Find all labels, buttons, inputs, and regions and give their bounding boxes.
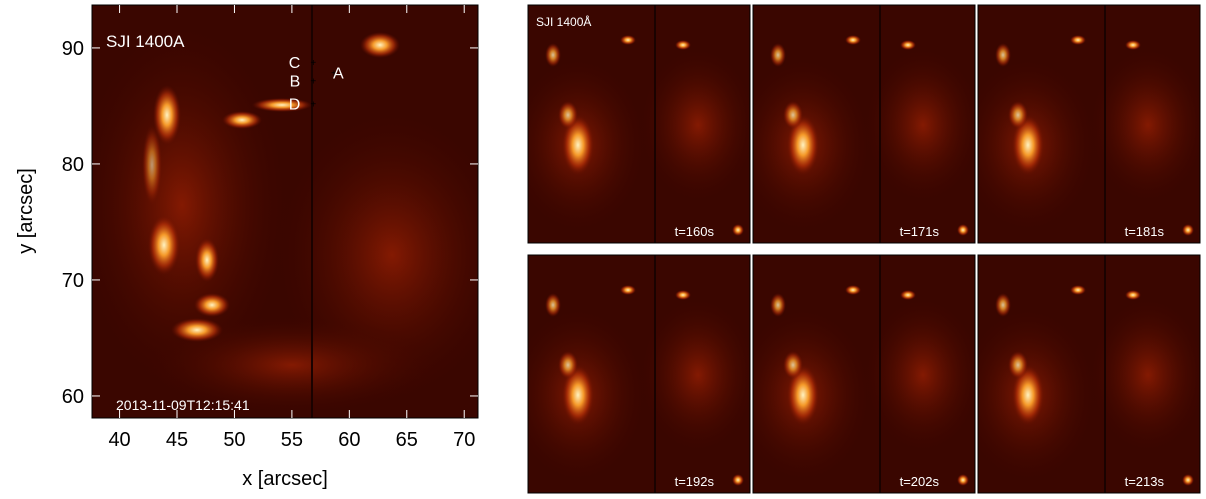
frame-time: t=213s [1125,474,1165,489]
frame-image [508,5,758,243]
figure: SJI 1400A 2013-11-09T12:15:41 x [arcsec]… [0,0,1206,494]
y-tick-label: 90 [62,38,84,60]
x-tick-label: 55 [281,429,303,451]
y-axis-label: y [arcsec] [15,168,37,254]
frame-time: t=171s [900,224,940,239]
y-tick-label: 60 [62,386,84,408]
x-tick-label: 70 [453,429,475,451]
frame-time: t=181s [1125,224,1165,239]
frame-image [733,5,983,243]
frame-label: SJI 1400Å [536,14,591,29]
x-tick-label: 65 [396,429,418,451]
y-tick-label: 70 [62,270,84,292]
frame-image [508,255,758,493]
frame-time: t=202s [900,474,940,489]
marker-cross: + [310,100,316,111]
frame-image [733,255,983,493]
frame-time: t=160s [675,224,715,239]
y-tick-label: 80 [62,154,84,176]
x-tick-label: 50 [223,429,245,451]
marker-cross: + [310,58,316,69]
x-tick-label: 45 [166,429,188,451]
main-panel: SJI 1400A 2013-11-09T12:15:41 x [arcsec]… [15,5,512,490]
frame-image [958,5,1206,243]
marker-label: C [289,55,301,72]
x-axis-label: x [arcsec] [242,468,328,490]
timestamp: 2013-11-09T12:15:41 [116,397,250,413]
frame-image [958,255,1206,493]
x-tick-label: 60 [338,429,360,451]
panel-label: SJI 1400A [106,32,185,51]
marker-label: B [290,73,301,90]
marker-cross: + [310,76,316,87]
x-tick-label: 40 [108,429,130,451]
marker-label: D [289,97,301,114]
small-panels: t=160s SJI 1400Å t=171s t=181s t=192s t=202s t… [508,5,1206,493]
frame-time: t=192s [675,474,715,489]
marker-label: A [333,65,344,82]
